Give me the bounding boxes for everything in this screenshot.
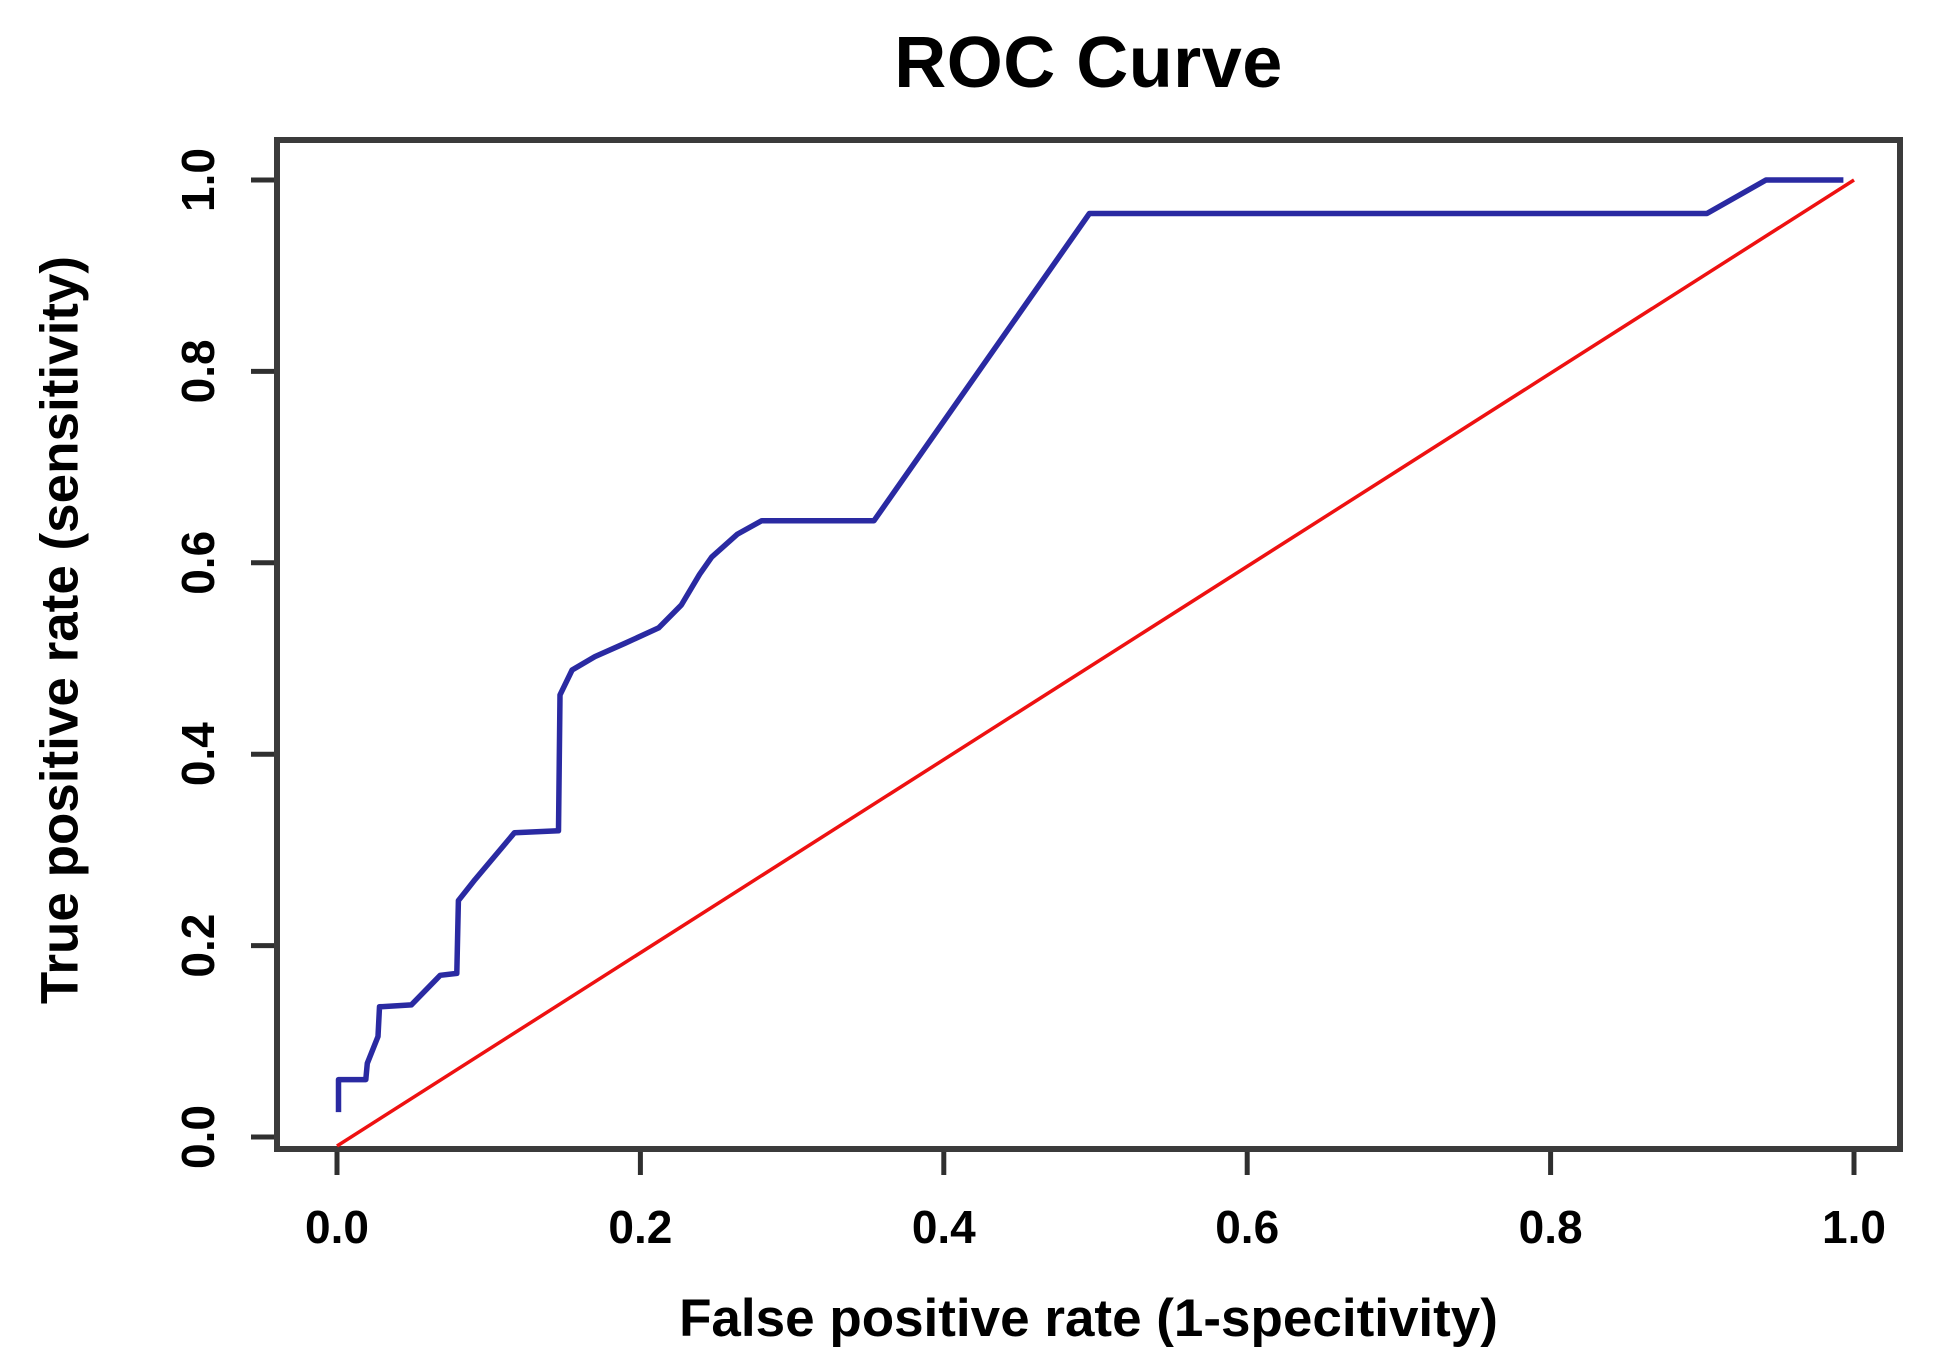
y-tick-label: 0.0 xyxy=(172,1105,224,1169)
chance-diagonal-line xyxy=(336,178,1855,1148)
x-tick-label: 0.8 xyxy=(1519,1201,1583,1253)
x-tick-label: 0.0 xyxy=(305,1201,369,1253)
x-tick-label: 0.6 xyxy=(1215,1201,1279,1253)
y-tick-label: 1.0 xyxy=(172,148,224,212)
y-tick-label: 0.8 xyxy=(172,339,224,403)
y-tick-label: 0.6 xyxy=(172,531,224,595)
plot-box xyxy=(274,137,1903,1152)
y-tick-label: 0.4 xyxy=(172,722,224,786)
chart-title: ROC Curve xyxy=(894,23,1283,103)
x-axis-label: False positive rate (1-specitivity) xyxy=(679,1289,1498,1348)
x-tick-label: 0.2 xyxy=(608,1201,672,1253)
roc-curve-line xyxy=(335,177,1844,1113)
y-axis-label: True positive rate (sensitivity) xyxy=(30,255,90,1005)
y-tick-label: 0.2 xyxy=(172,914,224,978)
x-tick-label: 1.0 xyxy=(1822,1201,1886,1253)
x-tick-label: 0.4 xyxy=(912,1201,976,1253)
